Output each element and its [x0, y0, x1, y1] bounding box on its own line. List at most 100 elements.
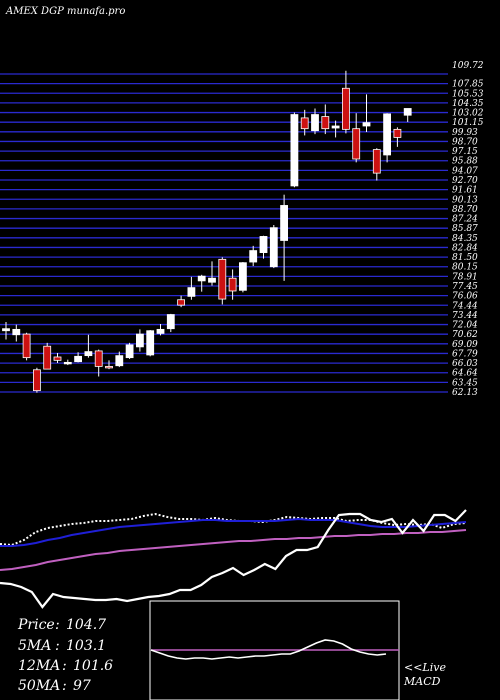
- ma5-separator: :: [55, 638, 60, 654]
- ma50-label: 50MA: [18, 678, 60, 694]
- y-tick-label: 87.24: [452, 215, 478, 225]
- candle-body: [63, 361, 72, 365]
- y-tick-label: 105.53: [452, 89, 484, 99]
- candle-body: [300, 117, 309, 130]
- candle-body: [43, 345, 52, 370]
- candle-body: [146, 330, 155, 356]
- y-tick-label: 73.44: [452, 311, 478, 321]
- candle-body: [208, 277, 216, 283]
- y-tick-label: 103.02: [452, 109, 484, 119]
- y-tick-label: 74.44: [452, 301, 478, 311]
- y-tick-label: 81.50: [452, 253, 478, 263]
- candle-body: [12, 328, 21, 336]
- y-tick-label: 64.64: [452, 369, 478, 379]
- candle-body: [311, 114, 319, 132]
- y-tick-label: 90.13: [452, 195, 478, 205]
- candle-body: [218, 258, 227, 300]
- y-tick-label: 92.70: [452, 176, 478, 186]
- y-tick-label: 63.45: [452, 378, 478, 388]
- candle-body: [156, 328, 165, 334]
- y-tick-label: 70.62: [452, 330, 478, 340]
- candle-body: [372, 149, 381, 174]
- candle-body: [125, 344, 134, 359]
- price-value: 104.7: [66, 617, 106, 633]
- candle-body: [135, 333, 144, 348]
- y-tick-label: 85.87: [452, 224, 478, 234]
- y-tick-label: 77.45: [452, 282, 478, 292]
- y-tick-label: 80.15: [452, 263, 478, 273]
- candle-body: [228, 277, 237, 292]
- stats-panel: Price : 104.7 5MA : 103.1 12MA : 101.6 5…: [17, 617, 113, 694]
- candle-body: [280, 205, 289, 241]
- candle-body: [403, 108, 412, 116]
- y-tick-label: 94.07: [452, 166, 478, 176]
- candle-body: [290, 114, 299, 187]
- candle-body: [269, 227, 278, 268]
- candle-body: [197, 275, 206, 282]
- ma12-separator: :: [62, 658, 67, 674]
- candle-body: [362, 122, 371, 127]
- y-tick-label: 72.04: [452, 321, 478, 331]
- candle-body: [321, 116, 330, 130]
- y-tick-label: 99.93: [452, 128, 478, 138]
- ma12-value: 101.6: [73, 658, 113, 674]
- macd-label-live: <<Live: [404, 661, 446, 674]
- candle-body: [259, 236, 268, 253]
- y-tick-label: 78.91: [452, 272, 478, 282]
- candle-body: [341, 87, 350, 130]
- candle-body: [2, 328, 10, 332]
- macd-inset: [150, 639, 399, 660]
- y-tick-label: 84.35: [452, 234, 478, 244]
- ma5-value: 103.1: [66, 638, 106, 654]
- indicator-lines: [0, 509, 467, 609]
- indicator-line: [0, 512, 467, 547]
- macd-line: [150, 639, 387, 660]
- y-tick-label: 62.13: [452, 388, 478, 398]
- candle-body: [187, 287, 196, 297]
- candle-body: [33, 369, 41, 392]
- y-tick-label: 88.70: [452, 205, 478, 215]
- y-tick-label: 69.09: [452, 340, 478, 350]
- candle-body: [94, 350, 103, 367]
- macd-label-macd: MACD: [403, 675, 441, 688]
- y-tick-label: 101.15: [452, 118, 484, 128]
- y-tick-label: 67.79: [452, 349, 478, 359]
- candle-body: [383, 113, 392, 156]
- candle-body: [177, 299, 186, 306]
- chart-title: AMEX DGP munafa.pro: [5, 6, 125, 17]
- ma50-value: 97: [73, 678, 91, 694]
- y-tick-label: 91.61: [452, 186, 478, 196]
- y-axis-ticks: 109.72 107.85105.53104.35103.02101.1599.9…: [452, 61, 484, 398]
- ma12-label: 12MA: [18, 658, 60, 674]
- y-tick-label: 82.84: [452, 243, 478, 253]
- ma5-label: 5MA: [18, 638, 51, 654]
- price-separator: :: [55, 617, 60, 633]
- indicator-line: [0, 509, 467, 609]
- candles: [2, 70, 412, 393]
- candle-body: [238, 262, 247, 291]
- y-tick-label: 104.35: [452, 99, 484, 109]
- candle-body: [22, 333, 31, 359]
- candle-body: [84, 351, 93, 357]
- y-tick-label: 98.70: [452, 137, 478, 147]
- candle-body: [105, 366, 113, 369]
- price-grid: [0, 73, 448, 393]
- y-tick-label: 76.06: [452, 292, 478, 302]
- indicator-line: [0, 517, 467, 547]
- y-tick-label: 66.03: [452, 359, 478, 369]
- y-tick-label: 97.15: [452, 147, 478, 157]
- candle-body: [393, 128, 402, 138]
- candle-body: [352, 128, 361, 160]
- candle-body: [115, 355, 124, 367]
- candle-body: [53, 356, 62, 361]
- ma50-separator: :: [62, 678, 67, 694]
- candle-body: [74, 355, 82, 363]
- indicator-line: [0, 529, 467, 571]
- candle-body: [166, 314, 175, 330]
- y-tick-label: 107.85: [452, 80, 484, 90]
- y-tick-label: 95.88: [452, 157, 478, 167]
- price-label: Price: [17, 617, 55, 633]
- candle-body: [331, 125, 340, 129]
